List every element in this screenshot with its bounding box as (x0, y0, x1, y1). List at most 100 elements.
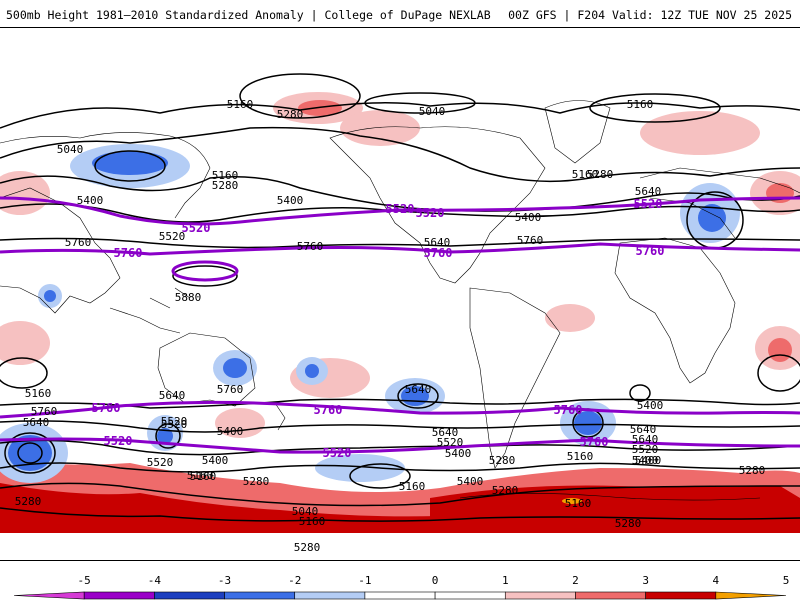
contour-5520-south (0, 437, 800, 454)
contour-label: 5160 (212, 169, 239, 182)
negative-anomaly-siberia-core (92, 151, 168, 175)
heavy-contour-label-5760: 5760 (424, 246, 453, 260)
heavy-contour-label-5520: 5520 (416, 206, 445, 220)
contour-label: 5160 (567, 450, 594, 463)
colorbar-tick: -1 (358, 574, 371, 587)
siberia-coast (0, 132, 211, 219)
contour-label: 5160 (299, 515, 326, 528)
contour-label: 5400 (77, 194, 104, 207)
heavy-contour-label-5760: 5760 (314, 403, 343, 417)
contour-label: 5400 (635, 454, 662, 467)
positive-anomaly-south-atlantic (545, 304, 595, 332)
colorbar-tick: -2 (288, 574, 301, 587)
colorbar-bin (434, 591, 506, 600)
africa-outline (614, 237, 736, 384)
contour-5760-south (0, 400, 800, 419)
greenland-outline (544, 100, 611, 164)
maritime-continent (109, 287, 191, 334)
heavy-contour-label-5520: 5520 (386, 202, 415, 216)
contour-label: 5400 (277, 194, 304, 207)
contour-label: 5040 (292, 505, 319, 518)
contour-label: 5160 (399, 480, 426, 493)
contour-label: 5520 (437, 436, 464, 449)
heavy-contour-label-5760: 5760 (580, 435, 609, 449)
europe-outline (639, 167, 800, 239)
anomaly-map: 5160 5040 5160 5280 5040 5160 5280 5400 … (0, 27, 800, 561)
contour-label: 5640 (635, 185, 662, 198)
negative-anomaly-southern-ocean (315, 454, 405, 482)
negative-anomaly-south-indian-core (157, 428, 173, 444)
heavy-contour-label-5760: 5760 (92, 401, 121, 415)
colorbar-tick: -3 (218, 574, 231, 587)
contour-label: 5280 (739, 464, 766, 477)
colorbar-tick: 0 (432, 574, 439, 587)
contour-label: 5640 (632, 433, 659, 446)
extreme-positive-anomaly (562, 498, 582, 504)
contour-label: 5160 (25, 387, 52, 400)
map-title: 500mb Height 1981–2010 Standardized Anom… (6, 8, 491, 22)
contour-5880-closed (171, 260, 239, 282)
colorbar-tick: 2 (572, 574, 579, 587)
contour-label: 5280 (294, 541, 321, 554)
contour-label: 5640 (159, 389, 186, 402)
contour-label: 5520 (147, 456, 174, 469)
contour-label: 5400 (445, 447, 472, 460)
negative-anomaly-south-america-core (574, 411, 602, 435)
contour-label: 5280 (489, 454, 516, 467)
contour-label: 5760 (297, 240, 324, 253)
colorbar-tick: 4 (713, 574, 720, 587)
contour-label: 5640 (630, 423, 657, 436)
colorbar-bin (715, 591, 787, 600)
negative-anomaly-sw-low-core (8, 435, 52, 471)
asia-outline (0, 187, 121, 314)
contour-label: 5640 (23, 416, 50, 429)
contour-label: 5160 (627, 98, 654, 111)
model-run-label: 00Z GFS | F204 Valid: 12Z TUE NOV 25 202… (508, 8, 792, 22)
contour-label: 5520 (159, 230, 186, 243)
contour-label: 5160 (572, 168, 599, 181)
colorbar-bin (83, 591, 155, 600)
contour-label: 5160 (187, 469, 214, 482)
heavy-contour-label-5520: 5520 (323, 446, 352, 460)
positive-anomaly-alaska (340, 110, 420, 146)
contour-label: 5400 (457, 475, 484, 488)
colorbar-tick: -4 (148, 574, 162, 587)
positive-anomaly-new-zealand (215, 408, 265, 438)
colorbar-tick: 1 (502, 574, 509, 587)
contour-label: 5280 (212, 179, 239, 192)
heavy-contour-label-5760: 5760 (636, 244, 665, 258)
contour-label: 5640 (405, 383, 432, 396)
contour-label: 5280 (243, 475, 270, 488)
colorbar-bin (645, 591, 717, 600)
contour-label: 5520 (161, 415, 188, 428)
contour-label: 5400 (632, 454, 659, 467)
heavy-contour-label-5520: 5520 (104, 434, 133, 448)
contour-5520-north (0, 196, 800, 226)
colorbar-tick: -5 (78, 574, 91, 587)
contour-label: 5280 (615, 517, 642, 530)
contour-label: 5400 (202, 454, 229, 467)
contour-label: 5760 (217, 383, 244, 396)
colorbar: -5 -4 -3 -2 -1 0 1 2 3 4 5 (13, 574, 789, 600)
contour-label: 5760 (65, 236, 92, 249)
contour-label: 5760 (31, 405, 58, 418)
australia-outline (157, 332, 256, 407)
positive-anomaly-sw (0, 321, 50, 365)
south-america-outline (469, 287, 561, 469)
colorbar-bin (224, 591, 296, 600)
contour-label: 5160 (227, 98, 254, 111)
north-america-outline (329, 126, 546, 284)
contour-label: 5160 (190, 470, 217, 483)
colorbar-bin (575, 591, 646, 600)
contour-label: 5400 (637, 399, 664, 412)
heavy-contours (0, 196, 800, 454)
heavy-contour-label-5760: 5760 (114, 246, 143, 260)
contour-label: 5520 (632, 443, 659, 456)
negative-anomaly-indian-ocean-core (223, 358, 247, 378)
heavy-contour-label-5520: 5520 (634, 197, 663, 211)
negative-anomaly-europe-low-core (698, 204, 726, 232)
height-contours (0, 73, 800, 522)
colorbar-bin (364, 591, 436, 600)
colorbar-bin (504, 591, 576, 600)
contour-label: 5880 (175, 291, 202, 304)
